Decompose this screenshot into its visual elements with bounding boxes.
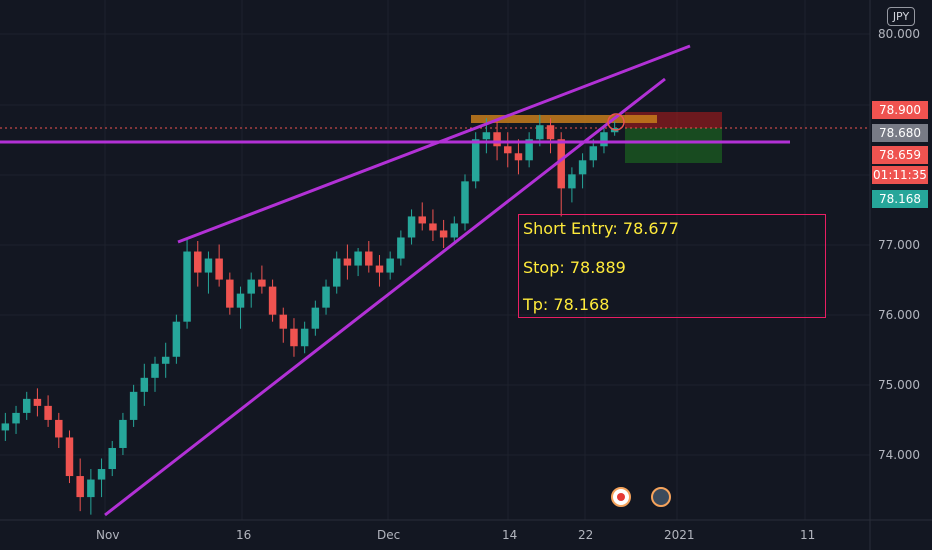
candle-body	[439, 230, 448, 238]
candle-body	[268, 286, 277, 315]
candle-body	[215, 258, 223, 280]
candle-body	[87, 479, 95, 498]
upper-trendline	[177, 44, 691, 244]
candle-body	[1, 423, 10, 431]
candle-body	[108, 447, 116, 470]
x-tick: 22	[578, 528, 593, 542]
y-tick: 77.000	[878, 238, 920, 252]
candle-body	[97, 469, 106, 480]
countdown-label: 01:11:35	[872, 166, 928, 184]
candle-body	[546, 125, 555, 140]
candle-body	[514, 153, 523, 161]
record-icon[interactable]	[611, 487, 631, 507]
candle-body	[343, 258, 352, 266]
candle-body	[600, 132, 608, 147]
candle-body	[311, 307, 320, 329]
candle-body	[172, 321, 181, 357]
candle-body	[161, 356, 170, 364]
candle-body	[397, 237, 405, 259]
current-price-label: 78.659	[872, 146, 928, 164]
candle-body	[504, 146, 512, 154]
candle-body	[119, 419, 127, 448]
candle-body	[429, 223, 437, 231]
candle-body	[76, 476, 84, 498]
candle-body	[568, 174, 576, 189]
y-tick: 80.000	[878, 27, 920, 41]
currency-badge[interactable]: JPY	[887, 7, 915, 26]
lower-trendline	[104, 77, 666, 517]
trade-annotation[interactable]: Short Entry: 78.677 Stop: 78.889 Tp: 78.…	[518, 214, 826, 318]
candle-body	[151, 363, 159, 378]
candle-body	[226, 279, 234, 308]
candle-body	[386, 258, 394, 273]
x-tick: 16	[236, 528, 251, 542]
candle-body	[22, 398, 31, 413]
candle-body	[290, 328, 298, 347]
candle-body	[194, 251, 202, 273]
candle-body	[407, 216, 416, 238]
candle-body	[578, 160, 587, 175]
candle-body	[65, 437, 74, 477]
candle-body	[322, 286, 330, 308]
entry-text: Short Entry: 78.677	[523, 219, 679, 238]
x-axis-ticks: Nov 16 Dec 14 22 2021 11	[96, 528, 815, 542]
y-tick: 76.000	[878, 308, 920, 322]
y-tick: 75.000	[878, 378, 920, 392]
candle-body	[493, 132, 501, 147]
x-tick: 11	[800, 528, 815, 542]
candle-body	[247, 279, 255, 294]
candle-body	[55, 419, 63, 438]
candle-body	[258, 279, 266, 287]
candle-body	[557, 139, 565, 189]
candle-body	[354, 251, 362, 266]
candle-body	[300, 328, 309, 347]
candle-body	[12, 412, 20, 424]
candle-body	[589, 146, 598, 161]
candle-body	[418, 216, 426, 224]
candle-body	[482, 132, 491, 140]
candle-body	[365, 251, 373, 266]
x-tick: 14	[502, 528, 517, 542]
candle-body	[44, 405, 52, 420]
candle-body	[236, 293, 245, 308]
x-tick: Dec	[377, 528, 400, 542]
candle-body	[33, 398, 42, 406]
x-tick: 2021	[664, 528, 695, 542]
stop-text: Stop: 78.889	[523, 258, 626, 277]
candle-body	[375, 265, 384, 273]
event-flag-icon[interactable]	[651, 487, 671, 507]
candle-body	[536, 125, 544, 140]
stop-price-label: 78.900	[872, 101, 928, 119]
resistance-zone	[471, 115, 657, 123]
entry-marker	[607, 113, 625, 131]
last-price-label: 78.680	[872, 124, 928, 142]
candle-body	[204, 258, 213, 273]
candle-body	[461, 181, 469, 224]
candle-body	[279, 314, 288, 329]
target-price-label: 78.168	[872, 190, 928, 208]
candle-body	[332, 258, 341, 287]
candle-body	[140, 377, 149, 392]
candle-body	[471, 139, 480, 182]
candle-body	[183, 251, 191, 322]
candle-body	[450, 223, 459, 238]
tp-text: Tp: 78.168	[523, 295, 610, 314]
candle-body	[129, 391, 138, 420]
y-tick: 74.000	[878, 448, 920, 462]
x-tick: Nov	[96, 528, 119, 542]
target-zone	[625, 128, 722, 163]
candle-body	[525, 139, 533, 161]
y-axis-ticks: 80.000 77.000 76.000 75.000 74.000	[878, 27, 920, 462]
